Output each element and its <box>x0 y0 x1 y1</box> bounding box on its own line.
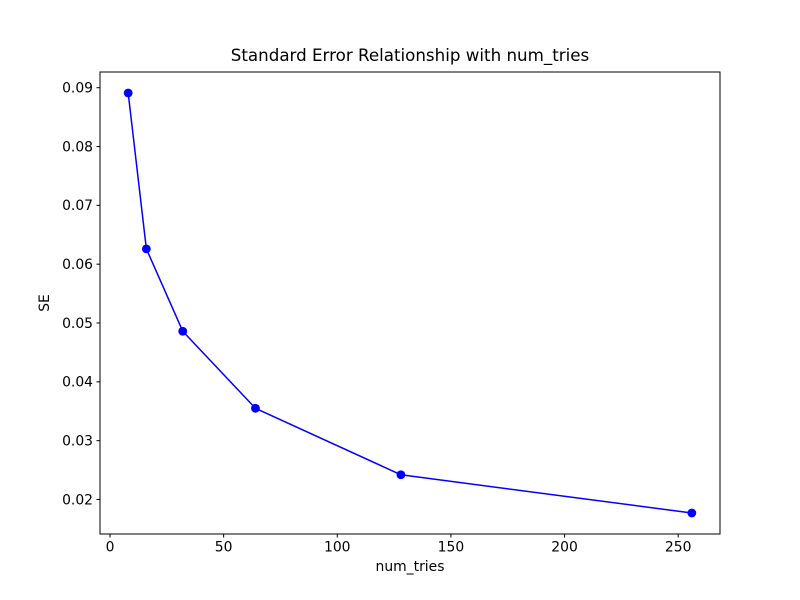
data-point-marker <box>251 403 260 413</box>
x-tick-label: 200 <box>551 540 578 556</box>
data-point-marker <box>141 244 151 254</box>
data-point-marker <box>178 326 188 336</box>
x-tick-label: 250 <box>665 540 692 556</box>
y-tick-label: 0.07 <box>62 198 93 214</box>
y-tick-label: 0.05 <box>62 316 93 332</box>
data-point-marker <box>123 88 133 98</box>
data-point-marker <box>687 508 697 518</box>
y-tick-label: 0.08 <box>62 139 93 155</box>
chart-title: Standard Error Relationship with num_tri… <box>230 45 590 65</box>
x-tick-label: 150 <box>438 540 465 556</box>
x-tick-label: 50 <box>215 540 233 556</box>
y-axis-label: SE <box>37 294 53 312</box>
x-axis-label: num_tries <box>375 559 445 575</box>
series-line <box>127 92 693 514</box>
y-tick-label: 0.09 <box>62 81 93 97</box>
x-tick-label: 100 <box>324 540 351 556</box>
y-tick-label: 0.04 <box>62 375 93 391</box>
y-tick-label: 0.03 <box>62 433 93 449</box>
axes-spines <box>99 71 721 535</box>
data-point-marker <box>396 470 406 480</box>
x-tick-label: 0 <box>106 540 115 556</box>
y-tick-label: 0.02 <box>62 492 93 508</box>
y-tick-label: 0.06 <box>62 257 93 273</box>
